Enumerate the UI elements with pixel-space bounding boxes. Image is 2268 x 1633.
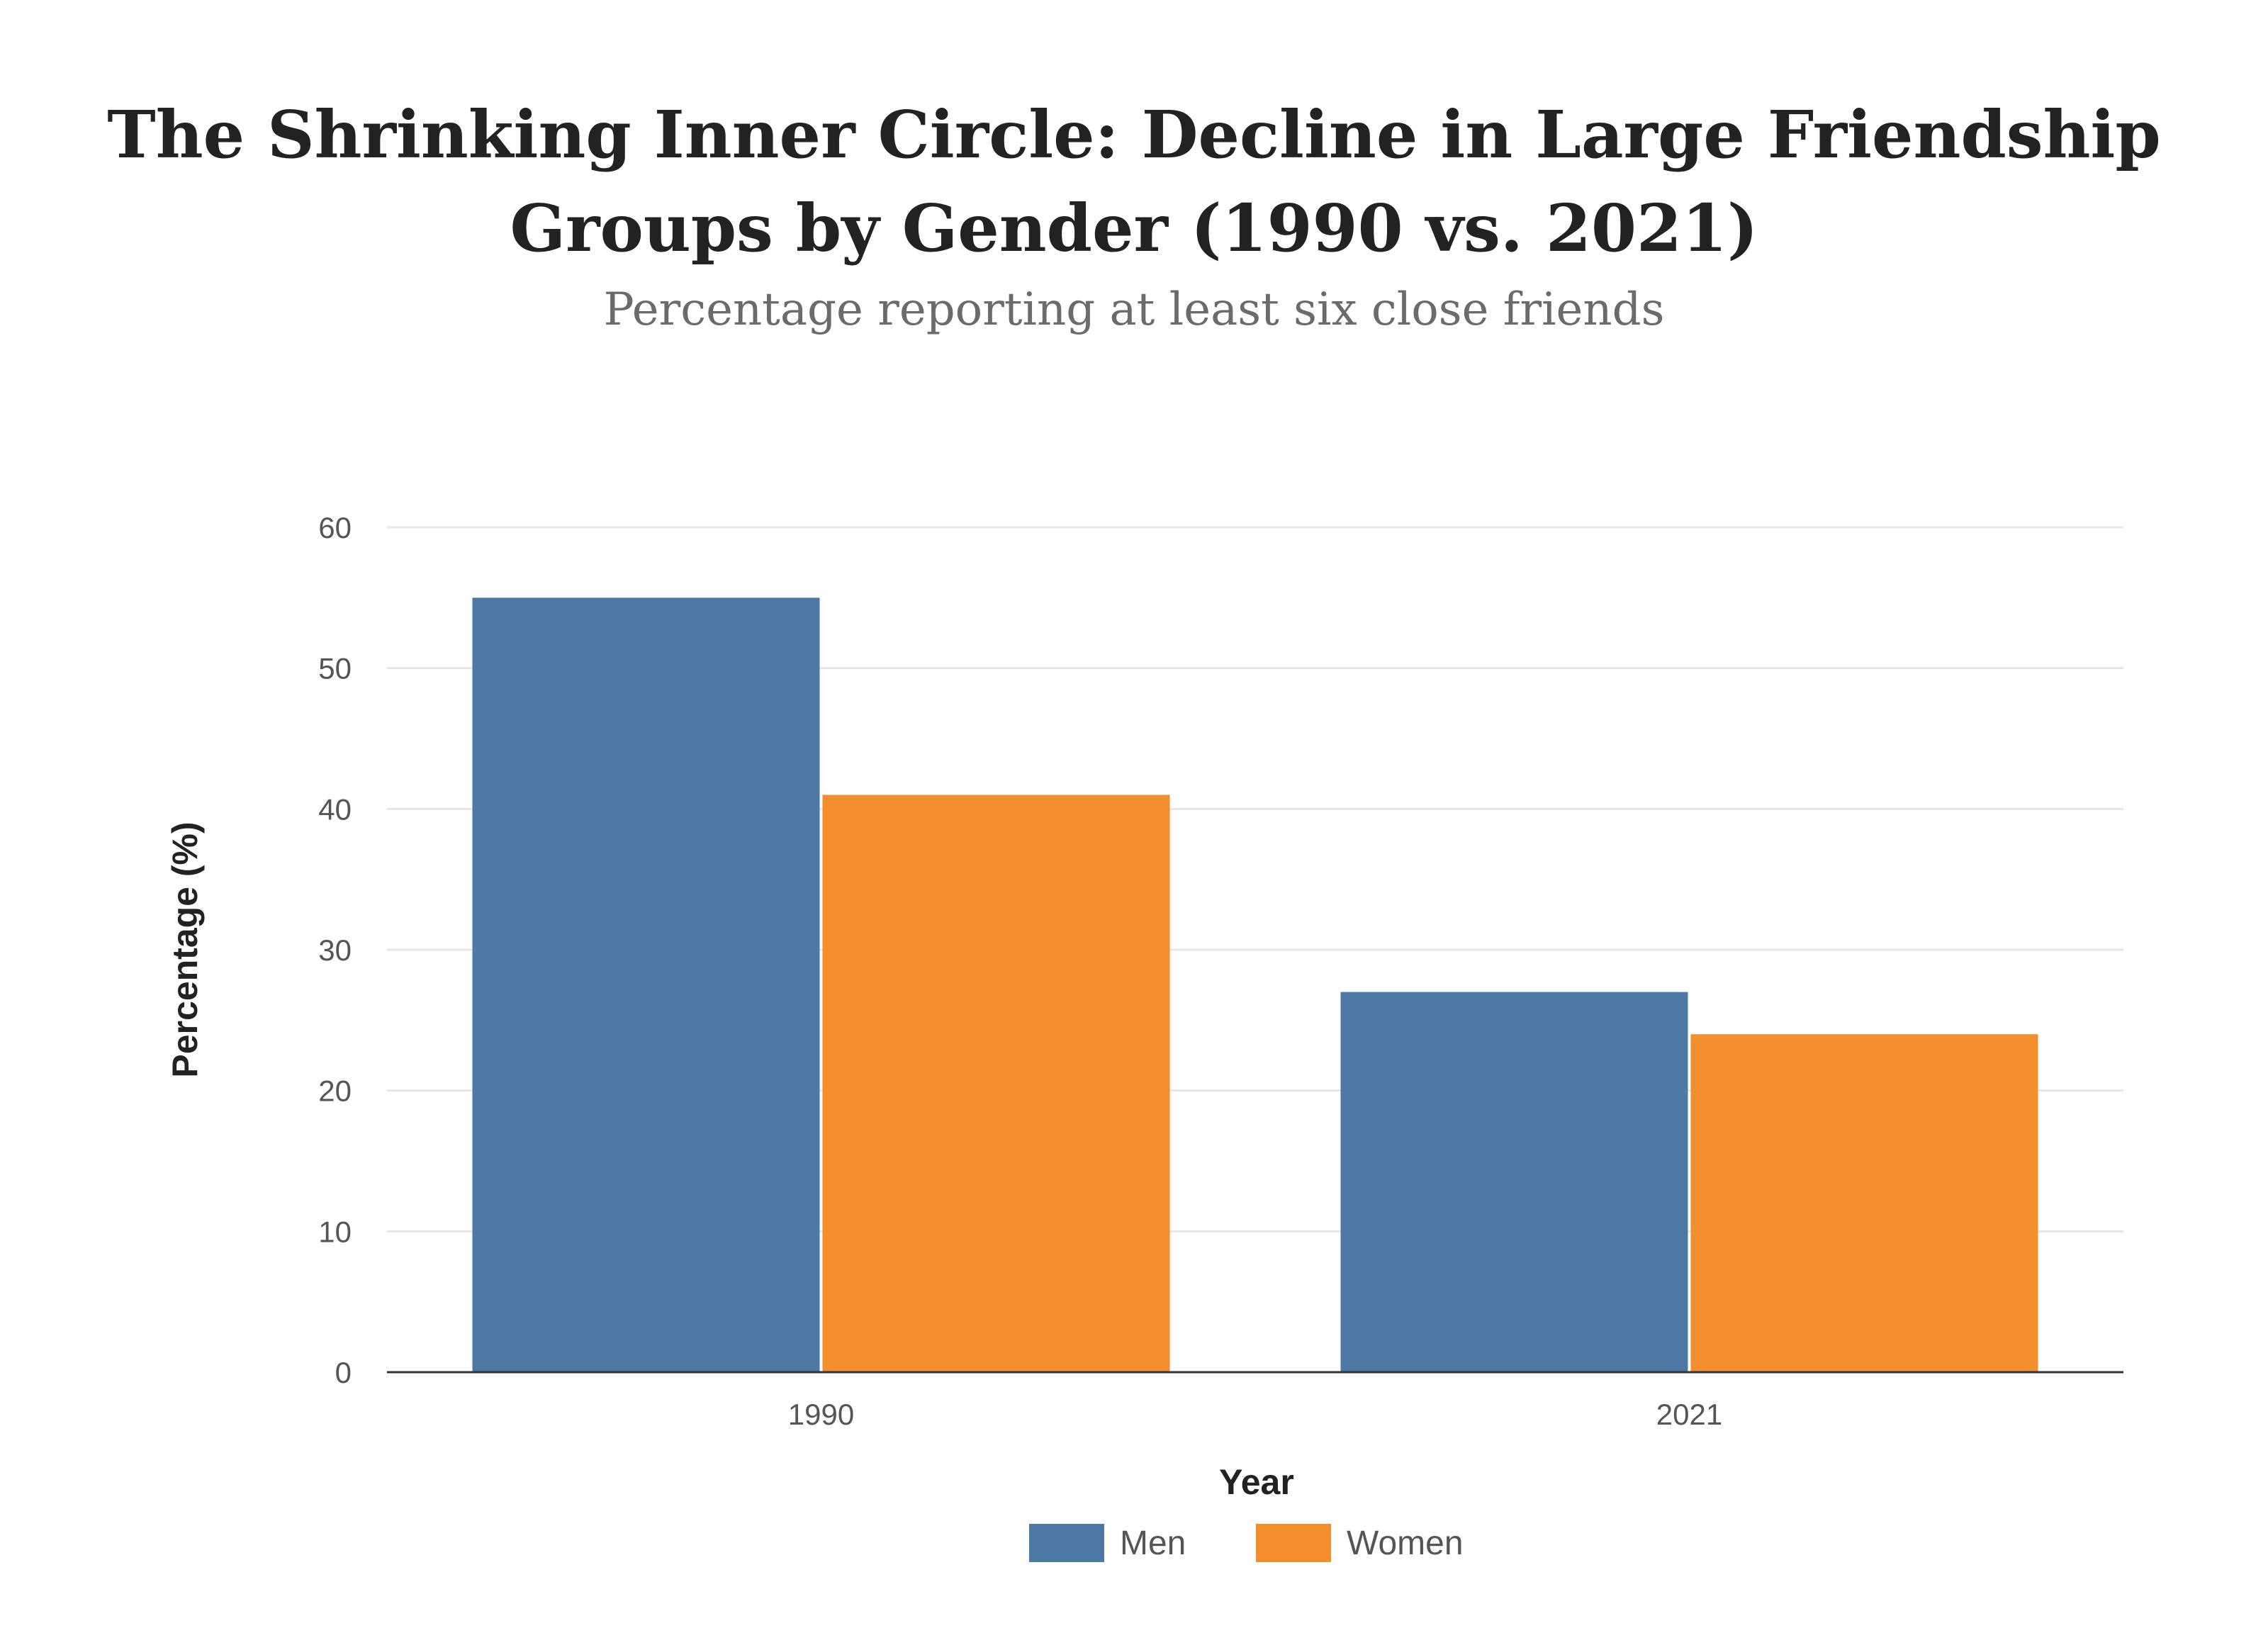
x-tick-label: 1990	[788, 1398, 854, 1431]
legend-swatch-women	[1256, 1524, 1331, 1562]
y-tick-label: 10	[318, 1215, 352, 1248]
chart-title: The Shrinking Inner Circle: Decline in L…	[107, 96, 2161, 266]
y-tick-label: 30	[318, 933, 352, 967]
chart-subtitle: Percentage reporting at least six close …	[604, 284, 1665, 336]
y-tick-label: 40	[318, 792, 352, 826]
chart-title-line-1: The Shrinking Inner Circle: Decline in L…	[107, 96, 2161, 173]
y-tick-label: 20	[318, 1074, 352, 1108]
chart-title-line-2: Groups by Gender (1990 vs. 2021)	[510, 190, 1758, 266]
legend-label-men: Men	[1120, 1525, 1186, 1562]
y-axis-ticks: 0 10 20 30 40 50 60	[318, 511, 352, 1389]
y-tick-label: 60	[318, 511, 352, 544]
x-tick-label: 2021	[1656, 1398, 1722, 1431]
x-axis-title: Year	[1219, 1462, 1294, 1502]
bar-men-2021	[1340, 992, 1688, 1372]
bar-women-1990	[822, 795, 1170, 1372]
legend-label-women: Women	[1347, 1525, 1464, 1562]
y-axis-title: Percentage (%)	[165, 821, 205, 1077]
bar-women-2021	[1690, 1034, 2038, 1372]
legend-swatch-men	[1029, 1524, 1104, 1562]
y-tick-label: 0	[335, 1356, 352, 1389]
bar-men-1990	[472, 597, 820, 1373]
legend: Men Women	[1029, 1524, 1464, 1562]
x-axis-ticks: 1990 2021	[788, 1398, 1722, 1431]
bars	[472, 597, 2038, 1373]
y-tick-label: 50	[318, 652, 352, 685]
